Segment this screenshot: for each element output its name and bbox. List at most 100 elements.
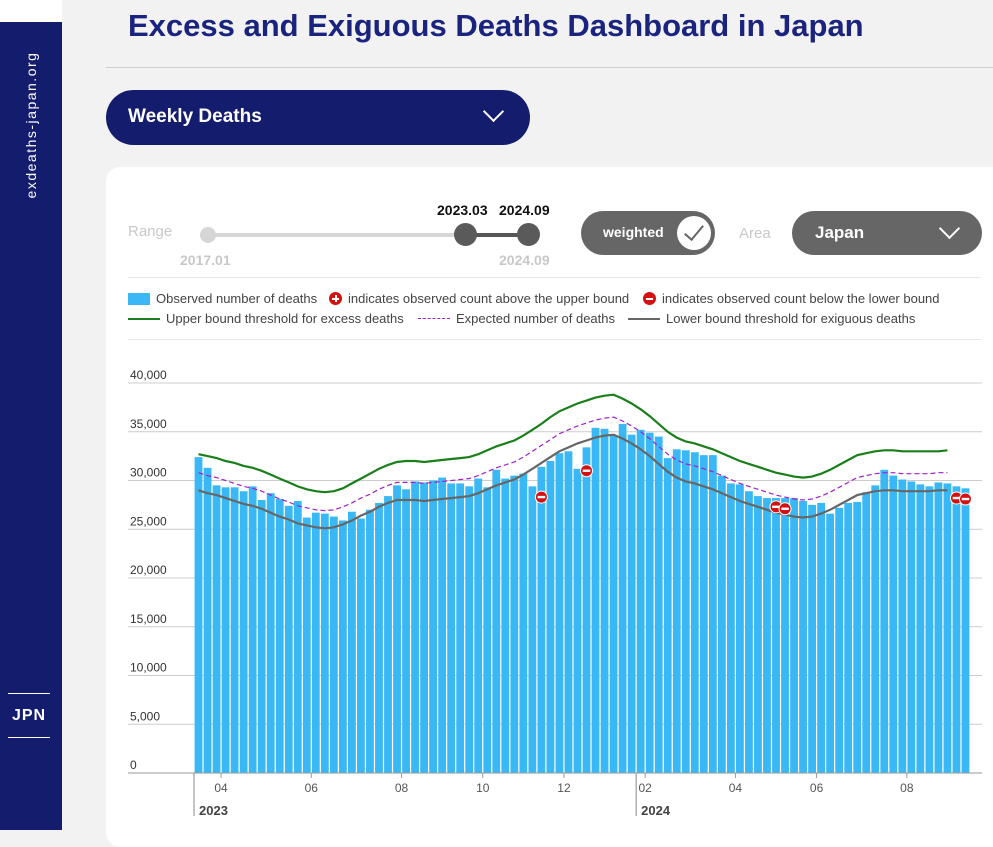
expected-line-swatch <box>418 318 450 319</box>
range-min-label: 2017.01 <box>180 252 231 268</box>
legend-expected: Expected number of deaths <box>418 311 615 326</box>
observed-bar <box>293 500 302 773</box>
observed-bar <box>393 485 401 773</box>
observed-bar <box>546 461 555 773</box>
observed-bar <box>862 492 871 773</box>
observed-bar <box>853 501 862 773</box>
observed-bar <box>609 435 618 773</box>
range-start-value: 2023.03 <box>437 202 488 218</box>
observed-bar <box>320 513 329 773</box>
range-start-handle[interactable] <box>454 223 477 246</box>
observed-bar <box>302 517 311 773</box>
x-tick-label: 02 <box>638 781 652 795</box>
marker-dash <box>537 495 546 499</box>
legend-below: indicates observed count below the lower… <box>643 291 940 306</box>
legend-observed-label: Observed number of deaths <box>156 291 318 306</box>
range-slider-min-marker <box>200 227 216 243</box>
metric-select-value: Weekly Deaths <box>128 106 262 127</box>
observed-bar <box>429 480 438 773</box>
observed-bar <box>808 504 817 773</box>
y-tick-label: 5,000 <box>130 709 160 723</box>
legend-above-label: indicates observed count above the upper… <box>348 291 630 306</box>
observed-bar <box>907 481 916 773</box>
upper-line-swatch <box>128 317 160 320</box>
observed-bar <box>366 509 374 773</box>
observed-bar <box>690 452 699 773</box>
observed-bar <box>492 469 501 773</box>
area-select-value: Japan <box>815 223 865 242</box>
weighted-check-circle <box>677 216 711 250</box>
x-tick-label: 06 <box>810 781 824 795</box>
legend-upper-label: Upper bound threshold for excess deaths <box>166 311 404 326</box>
y-tick-label: 40,000 <box>130 368 167 382</box>
observed-bar <box>519 473 528 773</box>
observed-bar <box>627 434 636 773</box>
observed-bar <box>456 483 465 773</box>
lower-line-swatch <box>628 317 660 320</box>
marker-dash <box>582 469 591 472</box>
observed-bar <box>501 478 510 773</box>
observed-bar <box>375 502 383 773</box>
observed-bar <box>573 468 582 773</box>
upper-bound-line <box>198 393 948 494</box>
legend-observed: Observed number of deaths <box>128 291 317 306</box>
observed-bar <box>618 423 627 773</box>
observed-bar <box>438 477 447 773</box>
sidebar: exdeaths-japan.org JPN <box>0 0 62 830</box>
observed-bar <box>925 486 934 773</box>
marker-dash <box>952 496 961 500</box>
observed-bar <box>772 498 780 773</box>
observed-bar <box>582 447 591 773</box>
weighted-toggle[interactable]: weighted <box>581 211 715 255</box>
legend-lower-label: Lower bound threshold for exiguous death… <box>666 311 916 326</box>
observed-bar <box>402 489 410 773</box>
range-end-handle[interactable] <box>517 223 540 246</box>
x-tick-label: 08 <box>900 781 914 795</box>
observed-bar <box>194 457 203 773</box>
observed-bar <box>799 500 807 773</box>
observed-bar <box>465 486 474 773</box>
metric-select[interactable]: Weekly Deaths <box>106 90 530 145</box>
y-tick-label: 15,000 <box>130 612 167 626</box>
y-tick-label: 0 <box>130 758 137 772</box>
observed-bar <box>943 483 952 773</box>
area-select[interactable]: Japan <box>792 211 982 255</box>
observed-bar <box>889 475 898 773</box>
range-slider-track[interactable] <box>207 233 528 237</box>
observed-bar <box>790 498 798 773</box>
observed-bar <box>781 498 789 773</box>
marker-dash <box>961 497 970 501</box>
observed-bar <box>600 428 609 773</box>
observed-bar <box>275 499 284 773</box>
page-title: Excess and Exiguous Deaths Dashboard in … <box>128 8 864 43</box>
y-tick-label: 35,000 <box>130 417 167 431</box>
observed-bar <box>763 498 771 773</box>
below-bound-marker <box>534 490 548 504</box>
legend-divider <box>128 339 981 340</box>
language-switch[interactable]: JPN <box>8 693 50 738</box>
observed-bar <box>645 432 654 773</box>
observed-bar <box>961 488 970 773</box>
observed-bar <box>916 484 925 773</box>
range-slider-selected-track <box>465 233 528 237</box>
observed-bar <box>871 485 880 773</box>
observed-bar <box>699 455 708 773</box>
below-bound-marker <box>778 502 792 516</box>
legend-expected-label: Expected number of deaths <box>456 311 615 326</box>
observed-bar <box>239 491 248 773</box>
observed-bar <box>221 487 230 773</box>
observed-bar <box>564 451 573 773</box>
y-tick-label: 30,000 <box>130 466 167 480</box>
observed-bar <box>474 478 483 773</box>
marker-dash <box>772 505 780 509</box>
year-label: 2024 <box>641 803 671 818</box>
data-point-marker <box>580 464 594 478</box>
weighted-label: weighted <box>603 224 664 240</box>
range-end-value: 2024.09 <box>499 202 550 218</box>
observed-bar <box>248 486 257 773</box>
observed-bar <box>636 429 645 773</box>
observed-bar <box>591 427 600 773</box>
legend-below-label: indicates observed count below the lower… <box>662 291 940 306</box>
observed-bar <box>717 475 726 773</box>
expected-deaths-line <box>198 416 948 512</box>
